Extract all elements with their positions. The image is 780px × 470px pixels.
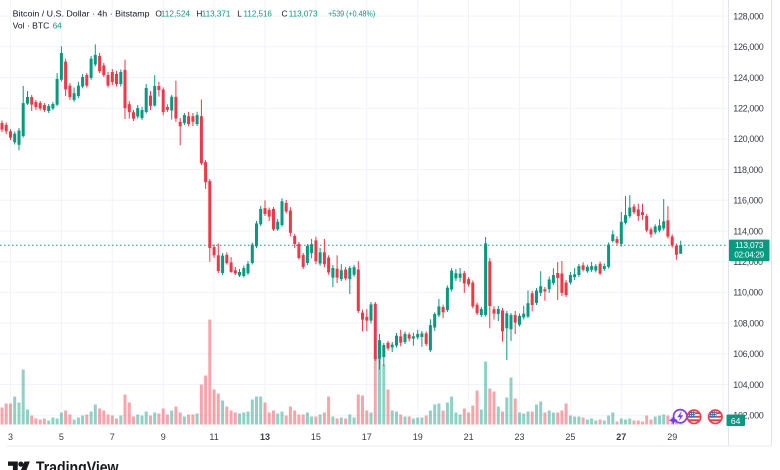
svg-text:Bitcoin / U.S. Dollar · 4h · B: Bitcoin / U.S. Dollar · 4h · Bitstamp [13,8,150,18]
svg-text:126,000: 126,000 [733,42,763,52]
svg-text:113,073: 113,073 [735,240,764,250]
svg-text:112,000: 112,000 [733,257,763,267]
svg-text:113,371: 113,371 [202,8,231,18]
svg-text:C: C [282,8,288,18]
svg-text:120,000: 120,000 [733,134,763,144]
svg-text:TradingView: TradingView [36,459,119,470]
svg-text:02:04:29: 02:04:29 [734,250,764,259]
svg-text:9: 9 [161,432,166,442]
svg-text:7: 7 [110,432,115,442]
svg-text:Vol · BTC: Vol · BTC [13,20,50,30]
svg-text:29: 29 [667,432,677,442]
svg-text:118,000: 118,000 [733,165,763,175]
svg-text:23: 23 [514,432,524,442]
svg-text:112,524: 112,524 [161,8,191,18]
svg-text:106,000: 106,000 [733,349,763,359]
svg-text:27: 27 [616,432,626,442]
svg-text:64: 64 [53,20,62,30]
svg-text:104,000: 104,000 [733,380,763,390]
svg-text:114,000: 114,000 [733,226,763,236]
svg-text:128,000: 128,000 [733,11,763,21]
svg-text:102,000: 102,000 [733,411,763,421]
svg-text:L: L [237,8,242,18]
svg-text:17: 17 [362,432,372,442]
svg-text:11: 11 [209,432,218,442]
svg-text:5: 5 [59,432,64,442]
svg-text:3: 3 [8,432,13,442]
svg-text:O: O [155,8,162,18]
svg-text:+539 (+0.48%): +539 (+0.48%) [328,8,375,18]
svg-text:13: 13 [260,432,270,442]
svg-text:15: 15 [311,432,321,442]
svg-text:64: 64 [731,416,741,426]
svg-text:H: H [196,8,202,18]
svg-text:25: 25 [565,432,575,442]
svg-text:116,000: 116,000 [733,196,763,206]
svg-text:19: 19 [413,432,423,442]
svg-text:122,000: 122,000 [733,104,763,114]
svg-text:113,073: 113,073 [289,8,318,18]
svg-text:112,516: 112,516 [244,8,273,18]
svg-text:21: 21 [464,432,474,442]
svg-text:110,000: 110,000 [733,288,763,298]
svg-text:124,000: 124,000 [733,73,763,83]
svg-text:108,000: 108,000 [733,318,763,328]
